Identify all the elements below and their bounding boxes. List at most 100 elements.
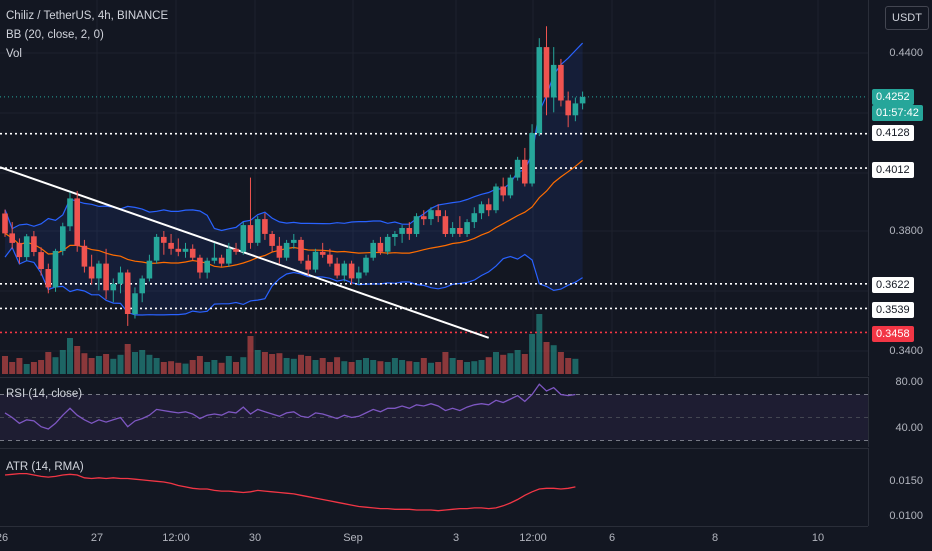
volume-bar	[493, 352, 499, 374]
candle-body	[529, 133, 535, 184]
candle-body	[550, 64, 557, 98]
candle-body	[312, 251, 319, 270]
candle-body	[327, 254, 333, 264]
candle-body	[514, 159, 521, 178]
countdown-tag: 01:57:42	[872, 105, 923, 121]
candle-body	[23, 236, 30, 258]
volume-bar	[420, 358, 427, 374]
candle-body	[52, 250, 59, 288]
volume-bar	[189, 360, 196, 374]
candle-body	[442, 216, 449, 234]
rsi-panel[interactable]: RSI (14, close)	[0, 377, 868, 448]
bb-legend[interactable]: BB (20, close, 2, 0)	[6, 29, 104, 41]
vol-legend[interactable]: Vol	[6, 48, 22, 60]
candle-body	[103, 263, 109, 291]
volume-bar	[283, 358, 290, 374]
atr-axis[interactable]: 0.0150 0.0100	[868, 448, 932, 526]
atr-tick: 0.0150	[889, 475, 923, 487]
volume-bar	[204, 362, 211, 374]
volume-bar	[88, 358, 95, 374]
candle-body	[226, 248, 232, 264]
bb-lower-line	[4, 246, 583, 316]
time-tick: 8	[711, 532, 719, 544]
candle-body	[507, 177, 514, 196]
current-price-tag: 0.4252	[872, 89, 914, 105]
volume-bar	[384, 362, 391, 374]
price-panel[interactable]: Chiliz / TetherUS, 4h, BINANCE BB (20, c…	[0, 0, 868, 376]
candle-body	[370, 242, 376, 258]
candle-body	[334, 263, 340, 276]
volume-bar	[485, 357, 492, 374]
time-tick: 10	[811, 532, 825, 544]
volume-bar	[334, 357, 341, 374]
volume-bar	[2, 356, 8, 374]
candle-body	[211, 257, 218, 261]
rsi-legend[interactable]: RSI (14, close)	[6, 388, 83, 400]
candle-body	[60, 226, 66, 251]
atr-legend[interactable]: ATR (14, RMA)	[6, 461, 84, 473]
candle-body	[175, 248, 182, 252]
time-tick: 12:00	[519, 532, 547, 544]
level-tag: 0.3622	[872, 277, 914, 293]
volume-bar	[319, 358, 326, 374]
candle-body	[421, 216, 427, 220]
volume-bar	[261, 352, 268, 374]
candle-body	[247, 225, 254, 243]
candle-body	[276, 245, 283, 258]
price-tick: 0.3400	[889, 345, 923, 357]
price-tick: 0.3800	[889, 225, 923, 237]
volume-bar	[132, 352, 138, 374]
volume-bar	[67, 338, 73, 374]
candle-body	[543, 47, 550, 98]
price-axis[interactable]: 0.4400 0.3800 0.3400 0.4252 01:57:42 0.4…	[868, 0, 932, 376]
volume-bar	[9, 362, 16, 374]
volume-bar	[435, 362, 442, 374]
volume-bar	[110, 358, 117, 374]
volume-bar	[514, 350, 521, 374]
candle-body	[88, 266, 95, 279]
currency-button[interactable]: USDT	[885, 6, 929, 30]
time-tick: 27	[90, 532, 104, 544]
time-tick: Sep	[343, 532, 363, 544]
candle-body	[218, 257, 225, 264]
rsi-axis[interactable]: 80.00 40.00	[868, 376, 932, 447]
volume-bar	[305, 356, 312, 374]
volume-bar	[117, 354, 124, 374]
level-tag: 0.4012	[872, 162, 914, 178]
candle-body	[283, 242, 290, 258]
volume-bar	[355, 360, 362, 374]
volume-bar	[168, 361, 175, 374]
candle-body	[189, 248, 196, 258]
candle-body	[471, 213, 478, 223]
candle-body	[233, 248, 239, 252]
volume-bar	[30, 362, 37, 374]
trendline	[0, 166, 490, 339]
level-tag: 0.3539	[872, 302, 914, 318]
time-axis[interactable]: 26 27 12:00 30 Sep 3 12:00 6 8 10	[0, 526, 868, 551]
symbol-title[interactable]: Chiliz / TetherUS, 4h, BINANCE	[6, 10, 169, 22]
atr-panel[interactable]: ATR (14, RMA)	[0, 448, 868, 527]
time-tick: 26	[0, 532, 9, 544]
level-tag: 0.4128	[872, 125, 914, 141]
volume-bar	[139, 350, 146, 374]
volume-bar	[103, 354, 110, 374]
price-chart[interactable]	[0, 0, 868, 376]
candle-body	[204, 260, 210, 273]
candle-body	[399, 228, 405, 234]
volume-bar	[233, 362, 239, 374]
candle-body	[348, 263, 355, 279]
candle-body	[153, 236, 160, 261]
candle-body	[457, 228, 463, 234]
volume-bar	[370, 360, 377, 374]
rsi-tick: 40.00	[895, 422, 923, 434]
volume-bar	[52, 357, 59, 374]
candle-body	[478, 204, 485, 214]
candle-body	[132, 293, 138, 315]
volume-bar	[160, 362, 167, 374]
candle-body	[2, 213, 8, 234]
volume-bar	[16, 358, 23, 374]
candle-body	[168, 242, 174, 249]
time-tick: 30	[248, 532, 262, 544]
candle-body	[262, 219, 268, 234]
candle-body	[16, 242, 23, 258]
